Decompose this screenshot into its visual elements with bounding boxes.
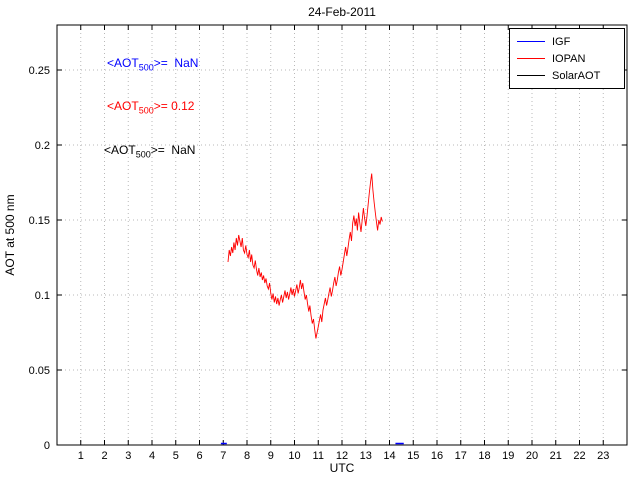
annotation-0-prefix: <AOT (107, 56, 139, 70)
x-tick-label: 15 (407, 450, 419, 462)
iopan-series-line (227, 173, 383, 339)
x-tick-label: 14 (383, 450, 395, 462)
legend: IGF IOPAN SolarAOT (509, 28, 625, 89)
annotation-2-suffix: >= NaN (150, 143, 196, 157)
x-tick-label: 5 (173, 450, 179, 462)
x-tick-label: 7 (220, 450, 226, 462)
x-tick-label: 2 (101, 450, 107, 462)
annotation-0-sub: 500 (138, 62, 154, 73)
x-tick-label: 6 (196, 450, 202, 462)
annotation-1-suffix: >= 0.12 (153, 99, 195, 113)
y-tick-label: 0.1 (35, 290, 50, 302)
x-tick-label: 4 (149, 450, 155, 462)
annotation-2: <AOT500>= NaN (104, 143, 195, 159)
legend-line-0 (517, 41, 545, 42)
annotation-1: <AOT500>= 0.12 (107, 99, 194, 115)
legend-label-igf: IGF (552, 35, 571, 48)
x-tick-label: 20 (526, 450, 538, 462)
legend-label-solaraot: SolarAOT (552, 69, 601, 82)
legend-entry-iopan: IOPAN (510, 50, 624, 67)
x-tick-label: 23 (597, 450, 609, 462)
y-tick-label: 0.2 (35, 140, 50, 152)
annotation-2-prefix: <AOT (104, 143, 136, 157)
plot-generated-layer: 1 2 3 4 5 6 7 8 9 10 11 12 13 14 15 16 17 18 19 20 21 22 2300.… (29, 24, 628, 462)
y-tick-label: 0.15 (29, 215, 50, 227)
x-tick-label: 9 (268, 450, 274, 462)
annotation-0: <AOT500>= NaN (107, 56, 198, 72)
y-tick-label: 0 (44, 440, 50, 452)
annotation-2-sub: 500 (135, 149, 151, 160)
x-tick-label: 11 (313, 450, 324, 462)
x-tick-label: 8 (244, 450, 250, 462)
y-tick-label: 0.05 (29, 365, 50, 377)
legend-entry-solaraot: SolarAOT (510, 67, 624, 84)
legend-line-2 (517, 75, 545, 76)
chart-title: 24-Feb-2011 (308, 5, 376, 19)
x-tick-label: 10 (288, 450, 300, 462)
x-axis-label: UTC (330, 461, 355, 475)
x-tick-label: 18 (478, 450, 490, 462)
x-tick-label: 21 (550, 450, 562, 462)
x-tick-label: 19 (502, 450, 514, 462)
x-tick-label: 3 (125, 450, 131, 462)
legend-line-1 (517, 58, 545, 59)
legend-label-iopan: IOPAN (552, 52, 586, 65)
x-tick-label: 22 (573, 450, 585, 462)
x-tick-label: 17 (455, 450, 467, 462)
legend-entry-igf: IGF (510, 33, 624, 50)
y-tick-label: 0.25 (29, 65, 50, 77)
x-tick-label: 13 (360, 450, 372, 462)
annotation-0-suffix: >= NaN (153, 56, 199, 70)
y-axis-label: AOT at 500 nm (3, 194, 17, 275)
x-tick-label: 12 (336, 450, 348, 462)
x-tick-label: 1 (78, 450, 84, 462)
annotation-1-prefix: <AOT (107, 99, 139, 113)
annotation-1-sub: 500 (138, 105, 154, 116)
x-tick-label: 16 (431, 450, 443, 462)
